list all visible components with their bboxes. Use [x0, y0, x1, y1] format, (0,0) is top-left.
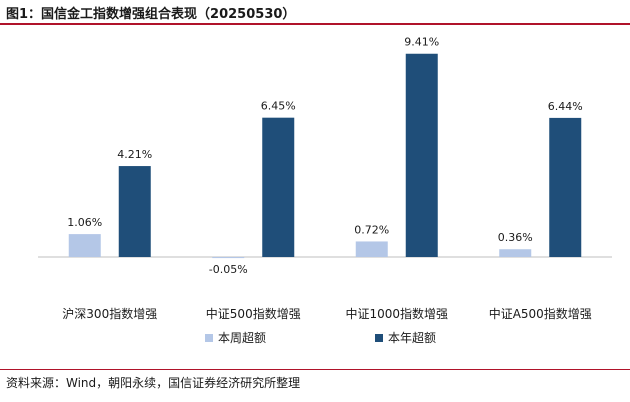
data-label-weekly-2: 0.72% [354, 223, 389, 236]
data-label-weekly-0: 1.06% [67, 216, 102, 229]
legend-label-0: 本周超额 [218, 330, 266, 345]
legend-swatch-1 [375, 334, 383, 342]
data-label-ytd-2: 9.41% [404, 36, 439, 49]
legend-swatch-0 [205, 334, 213, 342]
data-label-weekly-3: 0.36% [498, 231, 533, 244]
figure-title: 图1：国信金工指数增强组合表现（20250530） [6, 7, 296, 22]
bar-weekly-2 [355, 241, 388, 257]
category-label-2: 中证1000指数增强 [345, 306, 448, 321]
category-label-3: 中证A500指数增强 [489, 306, 592, 321]
bar-ytd-0 [118, 166, 151, 257]
data-label-ytd-1: 6.45% [261, 100, 296, 113]
legend-label-1: 本年超额 [388, 330, 436, 345]
bar-weekly-1 [212, 257, 245, 259]
bar-ytd-3 [549, 117, 582, 257]
data-label-weekly-1: -0.05% [209, 263, 248, 276]
bar-chart: 1.06% 4.21% -0.05% 6.45% 0.72% 9.41% 0.36% 6.44… [38, 36, 612, 345]
data-label-ytd-3: 6.44% [548, 100, 583, 113]
category-label-0: 沪深300指数增强 [62, 306, 157, 321]
bar-ytd-1 [262, 117, 295, 258]
bar-weekly-3 [499, 249, 532, 257]
category-label-1: 中证500指数增强 [206, 306, 301, 321]
bar-weekly-0 [68, 234, 101, 257]
bar-ytd-2 [405, 53, 438, 257]
data-label-ytd-0: 4.21% [117, 148, 152, 161]
source-rule [0, 369, 630, 370]
source-note: 资料来源：Wind，朝阳永续，国信证券经济研究所整理 [6, 376, 301, 390]
title-rule [0, 23, 630, 25]
